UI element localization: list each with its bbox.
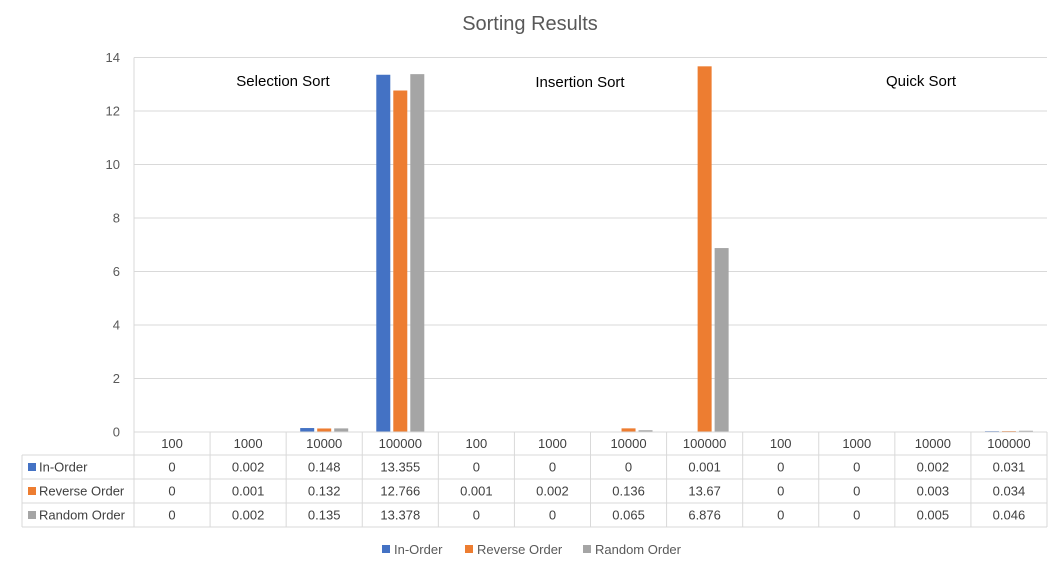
group-labels: Selection Sort Insertion Sort Quick Sort [236,73,957,91]
table-cell: 0 [853,508,860,523]
legend-label: In-Order [394,542,443,557]
y-axis: 0 2 4 6 8 10 12 14 [106,50,120,440]
table-cell: 13.355 [380,460,420,475]
bar [638,430,653,432]
table-cell: 0 [853,484,860,499]
table-cell: 0 [853,460,860,475]
x-category-label: 100000 [683,436,726,451]
bars [224,66,1033,433]
table-cell: 6.876 [688,508,721,523]
table-cell: 0 [168,508,175,523]
table-legend-key [28,511,36,519]
gridlines [133,57,1047,432]
x-category-label: 1000 [234,436,263,451]
x-category-label: 100 [161,436,183,451]
table-series-label: Reverse Order [39,484,125,499]
bar [697,66,712,432]
table-cell: 0 [473,460,480,475]
table-cell: 13.67 [688,484,721,499]
y-tick-label: 2 [113,371,120,386]
x-category-label: 10000 [610,436,646,451]
x-category-label: 1000 [842,436,871,451]
table-cell: 0 [777,508,784,523]
legend: In-Order Reverse Order Random Order [382,542,682,557]
table-cell: 0 [549,460,556,475]
bar [376,74,391,432]
legend-label: Random Order [595,542,682,557]
table-cell: 0.034 [993,484,1026,499]
table-series-label: In-Order [39,460,88,475]
table-cell: 0.148 [308,460,341,475]
table-cell: 0.132 [308,484,341,499]
y-tick-label: 6 [113,264,120,279]
table-series-label: Random Order [39,508,126,523]
table-cell: 0.065 [612,508,645,523]
bar [334,428,349,432]
table-cell: 12.766 [380,484,420,499]
data-table: 100 1000 10000 100000 100 1000 10000 100000 100 1… [21,431,1048,528]
y-tick-label: 0 [113,425,120,440]
table-cell: 0 [168,484,175,499]
table-legend-key [28,487,36,495]
y-tick-label: 12 [106,104,120,119]
table-cell: 0.002 [232,508,265,523]
table-cell: 0 [777,484,784,499]
table-cell: 13.378 [380,508,420,523]
x-category-label: 100 [770,436,792,451]
x-category-label: 1000 [538,436,567,451]
legend-label: Reverse Order [477,542,563,557]
bar [714,248,729,432]
table-legend-key [28,463,36,471]
table-cell: 0 [625,460,632,475]
legend-swatch [583,545,591,553]
legend-swatch [382,545,390,553]
x-category-label: 100000 [987,436,1030,451]
bar [1018,430,1033,432]
table-cell: 0.136 [612,484,645,499]
y-tick-label: 14 [106,50,120,65]
table-cell: 0.003 [917,484,950,499]
x-category-label: 10000 [306,436,342,451]
group-label-quick-sort: Quick Sort [886,73,957,90]
table-cell: 0.001 [232,484,265,499]
table-cell: 0.002 [232,460,265,475]
x-category-label: 100000 [379,436,422,451]
table-cell: 0 [168,460,175,475]
bar [410,74,425,433]
table-cell: 0.135 [308,508,341,523]
table-cell: 0.002 [536,484,569,499]
chart-title: Sorting Results [462,13,598,35]
x-category-label: 10000 [915,436,951,451]
table-cell: 0.002 [917,460,950,475]
table-cell: 0 [549,508,556,523]
bar [393,90,408,433]
bar [621,428,636,432]
y-tick-label: 4 [113,318,120,333]
group-label-selection-sort: Selection Sort [236,73,330,90]
table-cell: 0.046 [993,508,1026,523]
table-cell: 0.001 [460,484,493,499]
bar [317,428,332,432]
table-cell: 0.005 [917,508,950,523]
y-tick-label: 10 [106,157,120,172]
group-label-insertion-sort: Insertion Sort [535,74,625,91]
table-cell: 0 [473,508,480,523]
table-cell: 0.031 [993,460,1026,475]
bar [300,428,315,432]
legend-swatch [465,545,473,553]
x-category-label: 100 [466,436,488,451]
y-tick-label: 8 [113,211,120,226]
table-cell: 0.001 [688,460,721,475]
table-cell: 0 [777,460,784,475]
